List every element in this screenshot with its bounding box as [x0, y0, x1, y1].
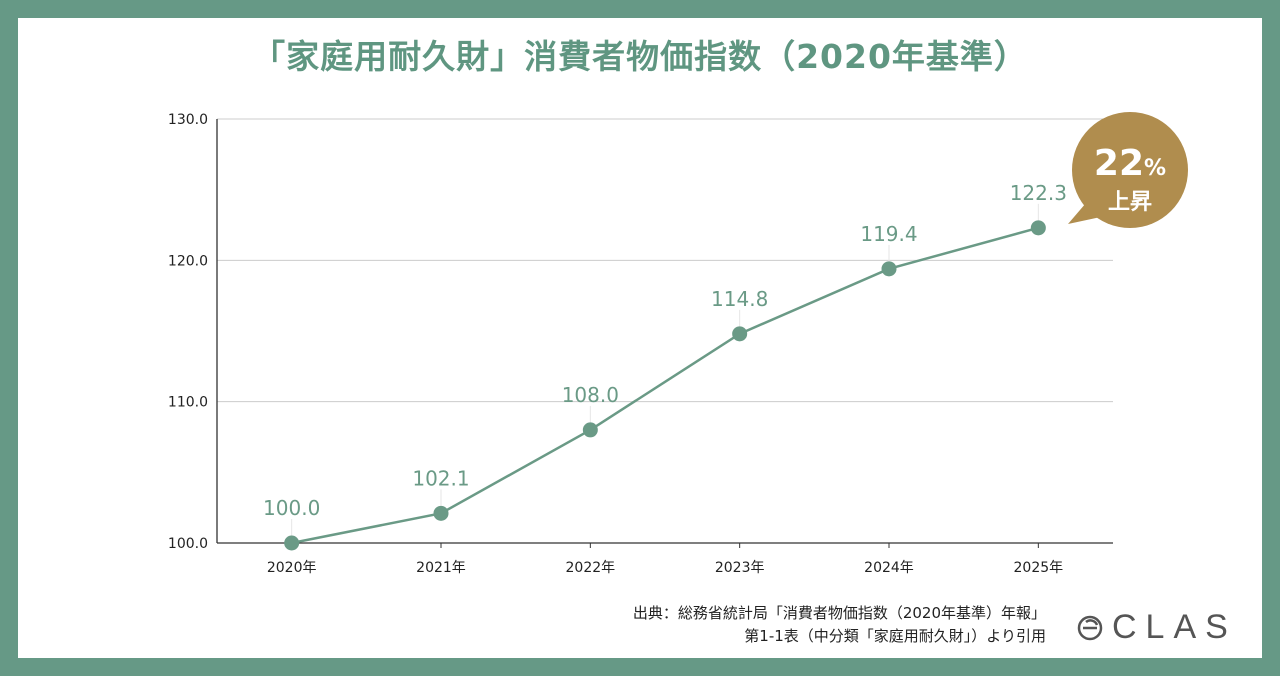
data-label: 119.4: [860, 222, 917, 246]
data-point: [582, 422, 598, 438]
source-note: 出典：総務省統計局「消費者物価指数（2020年基準）年報」 第1-1表（中分類「…: [633, 602, 1046, 648]
x-tick-label: 2021年: [416, 560, 466, 576]
x-tick-label: 2023年: [715, 560, 765, 576]
data-label: 114.8: [711, 287, 768, 311]
y-tick-label: 100.0: [168, 536, 208, 552]
data-point: [732, 326, 748, 342]
data-label: 108.0: [562, 383, 619, 407]
data-label: 122.3: [1010, 181, 1067, 205]
data-point: [284, 535, 300, 551]
source-line-1: 出典：総務省統計局「消費者物価指数（2020年基準）年報」: [632, 604, 1046, 622]
x-tick-label: 2022年: [566, 560, 616, 576]
y-tick-label: 110.0: [168, 395, 208, 411]
source-line-2: 第1-1表（中分類「家庭用耐久財」）より引用: [744, 627, 1046, 645]
increase-badge: [1072, 112, 1188, 228]
data-point: [881, 261, 897, 277]
x-tick-label: 2025年: [1014, 560, 1064, 576]
logo-text: CLAS: [1112, 608, 1237, 646]
chart-card: [18, 18, 1262, 658]
x-tick-label: 2020年: [267, 560, 317, 576]
chart-title: 「家庭用耐久財」消費者物価指数（2020年基準）: [252, 37, 1028, 76]
clas-logo: CLAS: [1076, 608, 1237, 647]
data-label: 100.0: [263, 496, 320, 520]
badge-text: 上昇: [1108, 190, 1152, 215]
data-label: 102.1: [412, 466, 469, 490]
badge-percent: 22%: [1094, 143, 1166, 184]
data-point: [1030, 220, 1046, 236]
x-tick-label: 2024年: [864, 560, 914, 576]
y-tick-label: 120.0: [168, 253, 208, 269]
y-tick-label: 130.0: [168, 112, 208, 128]
series-line: [291, 226, 1039, 545]
logo-mark-icon: [1077, 615, 1103, 640]
data-point: [433, 505, 449, 521]
